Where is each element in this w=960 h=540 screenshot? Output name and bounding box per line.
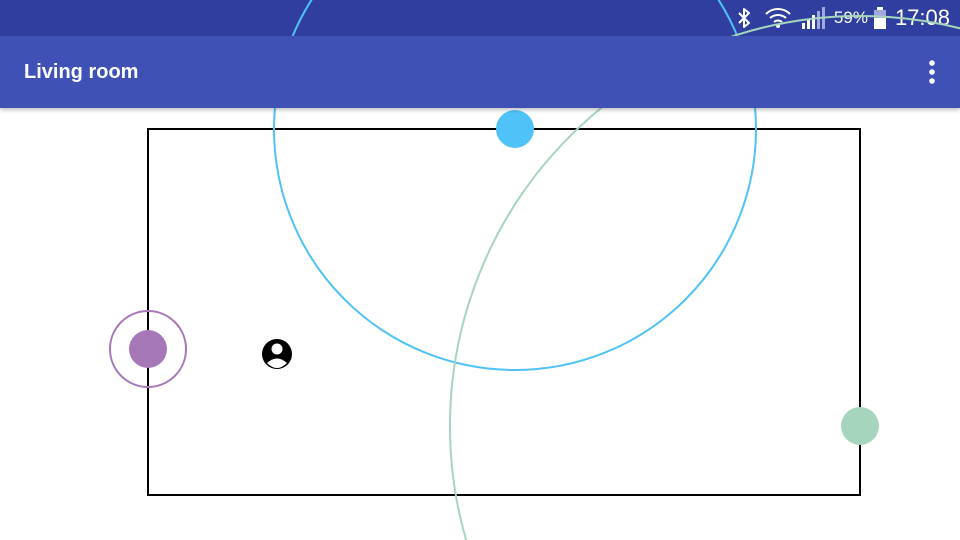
top-wall-beacon[interactable] <box>496 110 534 148</box>
room-wall-outline <box>147 128 861 496</box>
battery-icon <box>873 6 887 30</box>
top-beacon-range-ring <box>273 0 757 371</box>
right-beacon-range-ring <box>449 15 960 540</box>
bluetooth-icon <box>734 6 754 30</box>
person-icon[interactable] <box>262 339 292 369</box>
status-bar: 59% 17:08 <box>0 0 960 36</box>
more-vert-icon <box>929 60 935 84</box>
battery-percentage: 59% <box>833 8 868 27</box>
wifi-icon <box>764 5 792 31</box>
app-bar: Living room <box>0 36 960 108</box>
left-wall-beacon[interactable] <box>129 330 167 368</box>
left-beacon-range-ring <box>109 310 187 388</box>
page-title: Living room <box>24 61 139 83</box>
more-options-button[interactable] <box>920 54 944 90</box>
right-wall-beacon[interactable] <box>841 407 879 445</box>
